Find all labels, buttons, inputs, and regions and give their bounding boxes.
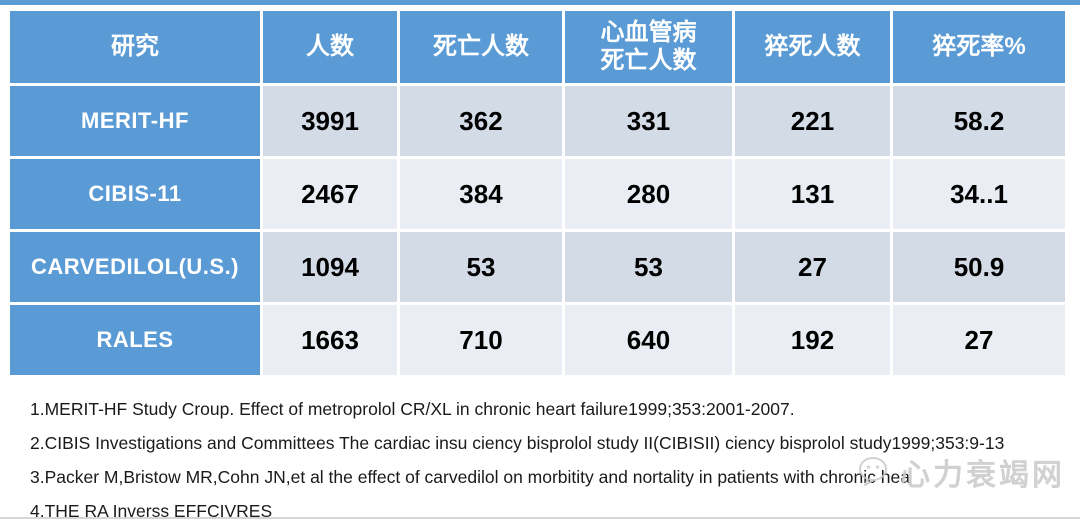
- study-name-cell: CARVEDILOL(U.S.): [10, 232, 260, 302]
- footnote-1: 1.MERIT-HF Study Croup. Effect of metrop…: [30, 399, 795, 419]
- footnote-3: 3.Packer M,Bristow MR,Cohn JN,et al the …: [30, 467, 910, 487]
- study-name-cell: CIBIS-11: [10, 159, 260, 229]
- data-cell: 280: [565, 159, 732, 229]
- sudden-death-rate-cell: 27: [893, 305, 1065, 375]
- data-cell: 1094: [263, 232, 397, 302]
- sudden-death-rate-cell: 58.2: [893, 86, 1065, 156]
- data-cell: 1663: [263, 305, 397, 375]
- bottom-divider: [0, 517, 1080, 519]
- column-header-1: 人数: [263, 11, 397, 83]
- column-header-0: 研究: [10, 11, 260, 83]
- study-name-cell: RALES: [10, 305, 260, 375]
- top-accent-bar: [0, 0, 1080, 5]
- study-name-cell: MERIT-HF: [10, 86, 260, 156]
- column-header-4: 猝死人数: [735, 11, 890, 83]
- data-cell: 131: [735, 159, 890, 229]
- footnotes: 1.MERIT-HF Study Croup. Effect of metrop…: [30, 392, 1050, 520]
- data-cell: 53: [400, 232, 562, 302]
- footnote-4: 4.THE RA Inverss EFFCIVRES: [30, 501, 273, 520]
- studies-table: 研究 人数 死亡人数 心血管病 死亡人数 猝死人数 猝死率% MERIT-HF 3991 362 3…: [10, 11, 1065, 375]
- data-cell: 53: [565, 232, 732, 302]
- sudden-death-rate-cell: 34..1: [893, 159, 1065, 229]
- data-cell: 384: [400, 159, 562, 229]
- column-header-2: 死亡人数: [400, 11, 562, 83]
- column-header-5: 猝死率%: [893, 11, 1065, 83]
- data-cell: 221: [735, 86, 890, 156]
- data-cell: 362: [400, 86, 562, 156]
- data-cell: 27: [735, 232, 890, 302]
- data-cell: 3991: [263, 86, 397, 156]
- data-cell: 640: [565, 305, 732, 375]
- column-header-3: 心血管病 死亡人数: [565, 11, 732, 83]
- sudden-death-rate-cell: 50.9: [893, 232, 1065, 302]
- data-cell: 2467: [263, 159, 397, 229]
- footnote-2: 2.CIBIS Investigations and Committees Th…: [30, 433, 1005, 453]
- data-cell: 192: [735, 305, 890, 375]
- data-cell: 331: [565, 86, 732, 156]
- data-cell: 710: [400, 305, 562, 375]
